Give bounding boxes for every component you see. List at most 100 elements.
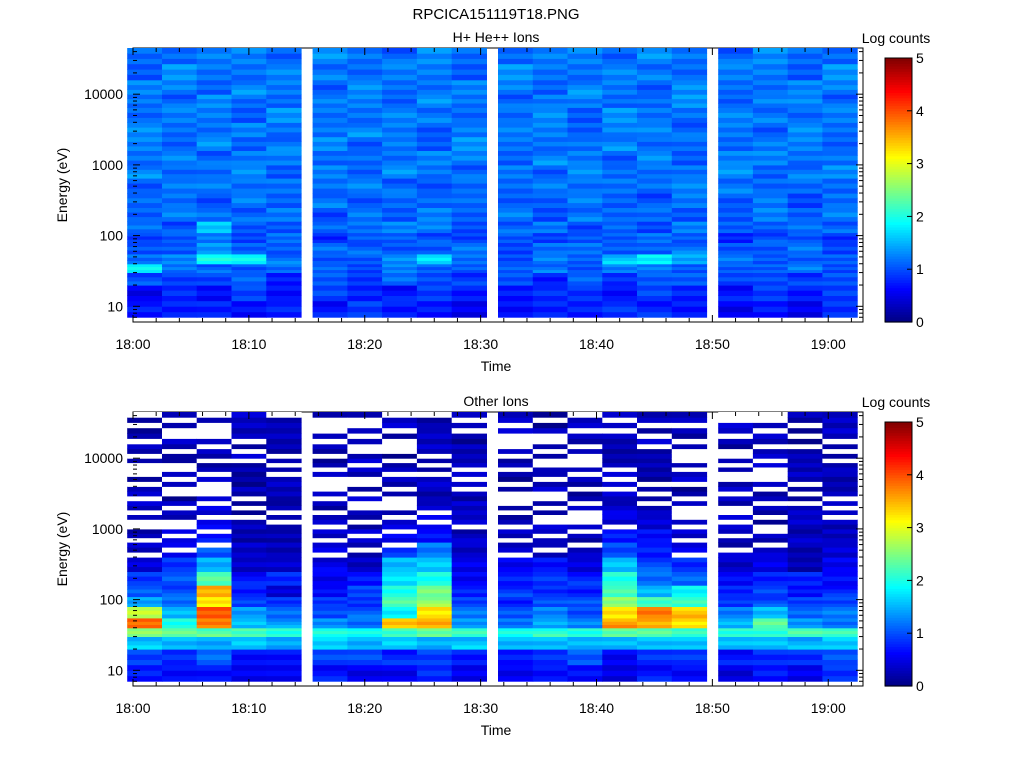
heatmap-cell [347, 618, 383, 622]
heatmap-cell [347, 269, 383, 273]
heatmap-cell [231, 443, 267, 450]
heatmap-cell [671, 606, 708, 611]
heatmap-cell [347, 155, 383, 161]
heatmap-cell [127, 276, 163, 282]
heatmap-cell [602, 107, 638, 113]
heatmap-cell [162, 443, 198, 450]
colorbar-swatch [885, 588, 912, 592]
heatmap-cell [382, 448, 418, 454]
heatmap-cell [266, 412, 302, 418]
heatmap-cell [567, 614, 603, 619]
heatmap-cell [312, 636, 348, 642]
heatmap-cell [671, 438, 708, 445]
heatmap-cell [196, 169, 232, 175]
heatmap-cell [416, 533, 453, 539]
colorbar-swatch [885, 79, 912, 83]
heatmap-cell [347, 509, 383, 515]
heatmap-cell [347, 285, 383, 291]
heatmap-cell [637, 228, 673, 234]
heatmap-cell [127, 524, 163, 530]
heatmap-cell [196, 599, 232, 604]
heatmap-cell [602, 257, 638, 261]
heatmap-cell [752, 585, 789, 590]
x-tick-label: 18:20 [347, 700, 382, 716]
heatmap-cell [718, 280, 754, 286]
heatmap-cell [231, 624, 267, 629]
heatmap-cell [196, 524, 232, 530]
heatmap-cell [822, 627, 858, 632]
heatmap-cell [196, 589, 232, 594]
heatmap-cell [231, 285, 267, 291]
heatmap-cell [416, 160, 453, 166]
heatmap-cell [162, 422, 198, 429]
heatmap-cell [602, 566, 638, 572]
heatmap-cell [382, 84, 418, 90]
heatmap-cell [162, 427, 198, 434]
heatmap-cell [567, 250, 603, 255]
heatmap-cell [127, 193, 163, 199]
heatmap-cell [382, 495, 418, 502]
heatmap-cell [822, 235, 858, 240]
colorbar-swatch [885, 667, 912, 671]
heatmap-cell [718, 422, 754, 429]
panel2-x-axis: 18:00 18:10 18:20 18:30 18:40 18:50 19:00 [115, 412, 852, 716]
heatmap-cell [637, 98, 673, 104]
heatmap-cell [498, 633, 534, 637]
colorbar-swatch [885, 168, 912, 173]
colorbar-tick-label: 3 [916, 156, 924, 172]
heatmap-cell [718, 242, 754, 247]
heatmap-cell [671, 74, 708, 81]
heatmap-cell [451, 263, 487, 268]
heatmap-cell [671, 537, 708, 543]
heatmap-cell [266, 178, 302, 184]
heatmap-cell [602, 606, 638, 611]
heatmap-cell [602, 276, 638, 282]
heatmap-cell [162, 79, 198, 86]
heatmap-cell [231, 53, 267, 59]
heatmap-cell [787, 664, 823, 671]
heatmap-cell [416, 188, 453, 194]
colorbar-swatch [885, 490, 912, 494]
colorbar-swatch [885, 422, 912, 426]
heatmap-cell [347, 306, 383, 313]
heatmap-cell [266, 585, 302, 590]
colorbar-swatch [885, 448, 912, 452]
heatmap-cell [787, 173, 823, 179]
heatmap-cell [127, 250, 163, 255]
heatmap-cell [312, 592, 348, 598]
colorbar-swatch [885, 477, 912, 481]
heatmap-cell [637, 491, 673, 497]
heatmap-cell [567, 443, 603, 450]
heatmap-cell [637, 136, 673, 142]
heatmap-cell [312, 633, 348, 637]
heatmap-cell [602, 481, 638, 487]
heatmap-cell [718, 311, 754, 318]
heatmap-cell [532, 212, 569, 218]
heatmap-cell [312, 263, 348, 268]
heatmap-cell [498, 89, 534, 95]
heatmap-cell [162, 300, 198, 307]
heatmap-cell [347, 533, 383, 539]
heatmap-cell [637, 112, 673, 118]
heatmap-cell [602, 462, 638, 468]
heatmap-cell [567, 193, 603, 199]
heatmap-cell [266, 664, 302, 671]
heatmap-cell [822, 239, 858, 243]
heatmap-cell [266, 576, 302, 582]
heatmap-cell [602, 585, 638, 590]
heatmap-cell [347, 254, 383, 258]
heatmap-cell [347, 221, 383, 226]
heatmap-cell [718, 514, 754, 520]
heatmap-cell [451, 173, 487, 179]
heatmap-cell [416, 453, 453, 459]
heatmap-cell [196, 250, 232, 255]
heatmap-cell [382, 141, 418, 147]
heatmap-cell [266, 606, 302, 611]
heatmap-cell [312, 254, 348, 258]
heatmap-cell [822, 491, 858, 497]
heatmap-cell [822, 467, 858, 472]
y-tick-label: 10 [107, 662, 123, 678]
heatmap-cell [162, 528, 198, 534]
heatmap-cell [567, 164, 603, 170]
heatmap-cell [671, 212, 708, 218]
